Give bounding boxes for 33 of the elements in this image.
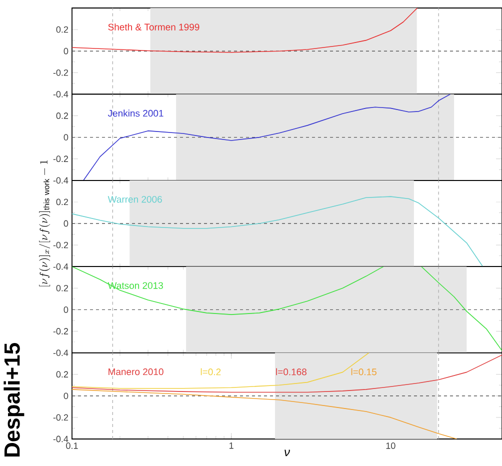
series-label: l=0.168	[276, 368, 307, 376]
y-tick-label: -0.4	[53, 436, 68, 442]
y-tick-label: 0.2	[56, 371, 68, 378]
y-tick-label: 0	[64, 392, 68, 400]
y-tick-label: 0	[64, 220, 68, 227]
series-label: Jenkins 2001	[108, 110, 164, 117]
y-tick-label: 0.2	[56, 198, 68, 206]
series-label: l=0.2	[200, 368, 221, 376]
y-tick-label: 0.2	[56, 284, 68, 292]
y-tick-label: -0.2	[53, 414, 68, 421]
x-axis-title: ν	[284, 450, 290, 456]
y-axis-title: $[\nu f(\nu)]_{x}/[\nu f(\nu)]_{\mathrm{this\ work}} - 1$	[39, 160, 50, 286]
y-tick-label: -0.2	[53, 156, 68, 162]
annotation: Manero 2010	[108, 368, 164, 376]
y-tick-label: -0.4	[53, 177, 68, 184]
text: Despali+15	[4, 343, 24, 457]
y-tick-label: -0.4	[53, 263, 68, 270]
y-tick-label: -0.4	[53, 350, 68, 356]
y-tick-label: -0.2	[53, 328, 68, 334]
x-tick-label: 1	[230, 442, 234, 449]
y-tick-label: -0.2	[53, 242, 68, 248]
y-tick-label: 0	[64, 48, 68, 54]
x-tick-label: 10	[386, 442, 396, 449]
y-tick-label: -0.2	[53, 69, 68, 76]
y-tick-label: 0	[64, 306, 68, 313]
series-label: Warren 2006	[108, 196, 162, 203]
series-label: Sheth & Tormen 1999	[108, 23, 200, 30]
y-tick-label: 0.2	[56, 112, 68, 119]
text: l=0.15	[351, 368, 376, 376]
y-tick-label: 0.2	[56, 26, 68, 33]
y-tick-label: -0.4	[53, 91, 68, 98]
y-tick-label: 0	[64, 134, 68, 140]
x-tick-label: 0.1	[66, 442, 78, 449]
